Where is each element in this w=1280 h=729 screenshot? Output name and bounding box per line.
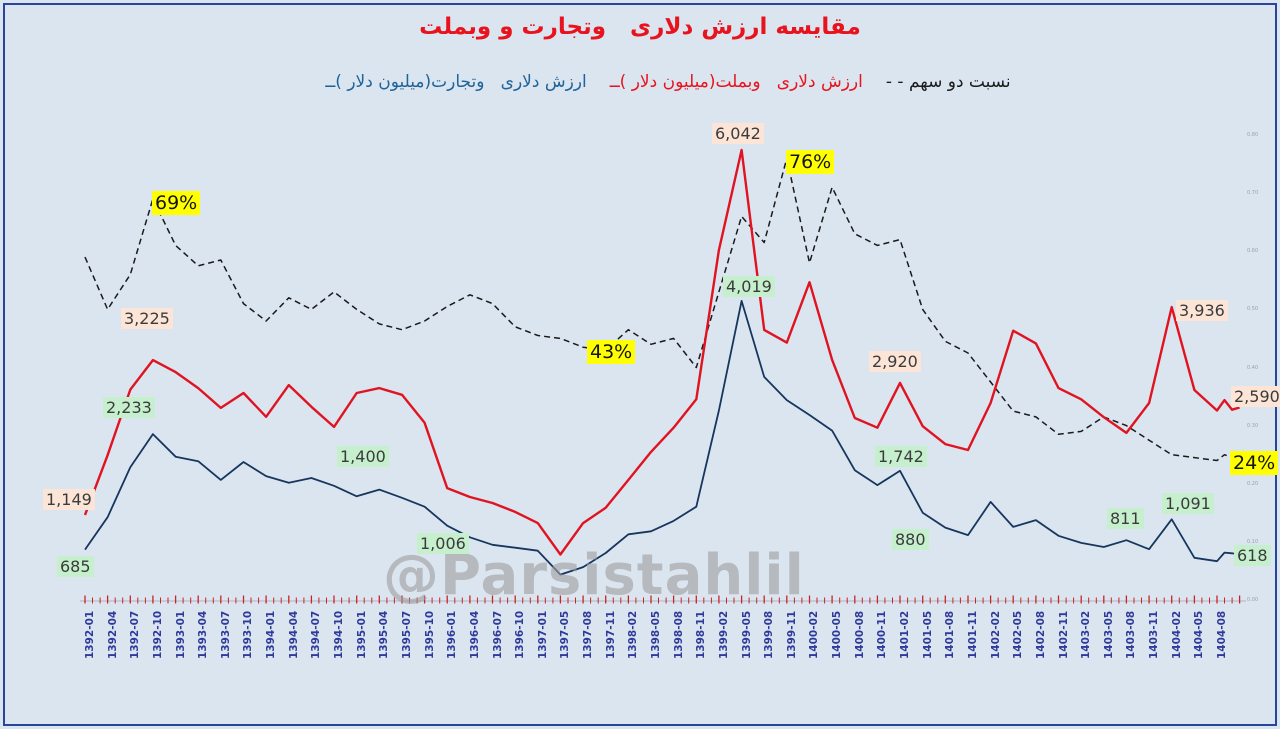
x-tick-label: 1402-08	[1034, 610, 1047, 659]
x-tick-label: 1394-04	[287, 610, 300, 659]
x-tick-label: 1400-11	[876, 610, 889, 659]
right-axis-tick-label: 0.30	[1247, 422, 1259, 429]
series-tejarat	[84, 299, 1240, 576]
right-axis-tick-label: 0.80	[1247, 132, 1259, 138]
data-label-2233: 2,233	[103, 397, 155, 418]
x-tick-label: 1392-10	[151, 610, 164, 659]
x-tick-label: 1394-07	[310, 610, 323, 659]
x-tick-label: 1401-11	[966, 610, 979, 659]
series-mellat	[83, 148, 1240, 556]
x-tick-label: 1397-11	[604, 610, 617, 659]
data-label-6042: 6,042	[712, 123, 764, 144]
x-tick-label: 1403-05	[1102, 610, 1115, 659]
data-label-1400: 1,400	[337, 446, 389, 467]
right-axis-tick-label: 0.60	[1247, 248, 1259, 255]
data-label-880: 880	[892, 529, 929, 550]
data-label-1149: 1,149	[43, 489, 95, 510]
data-label-1742: 1,742	[875, 446, 927, 467]
x-tick-label: 1399-08	[763, 610, 776, 659]
x-tick-label: 1392-04	[106, 610, 119, 659]
x-tick-label: 1401-05	[921, 610, 934, 659]
right-axis-tick-label: 0.70	[1247, 190, 1259, 197]
right-axis-tick-label: 0.00	[1247, 597, 1259, 603]
x-tick-label: 1395-07	[400, 610, 413, 659]
data-label-2590: 2,590	[1231, 386, 1280, 407]
x-tick-label: 1402-05	[1012, 610, 1025, 659]
x-tick-label: 1399-11	[785, 610, 798, 659]
data-label-43: 43%	[587, 340, 636, 364]
x-tick-label: 1395-10	[423, 610, 436, 659]
x-tick-label: 1397-01	[536, 610, 549, 659]
x-tick-label: 1392-01	[84, 610, 96, 659]
legend-item-ratio: نسبت دو سهم - -	[885, 72, 1011, 92]
x-tick-label: 1399-05	[740, 610, 753, 659]
legend-item-mellat: ارزش دلاری وبملت(میلیون دلار )ــ	[609, 72, 863, 92]
x-tick-label: 1393-07	[219, 610, 232, 659]
right-axis-tick-label: 0.50	[1247, 306, 1259, 313]
x-tick-label: 1401-02	[899, 610, 912, 659]
x-tick-label: 1393-10	[242, 610, 255, 659]
x-tick-label: 1403-08	[1125, 610, 1138, 659]
data-label-2920: 2,920	[869, 351, 921, 372]
x-tick-label: 1400-02	[808, 610, 821, 659]
right-axis-tick-label: 0.20	[1247, 480, 1259, 487]
x-tick-label: 1400-08	[853, 610, 866, 659]
x-tick-label: 1402-02	[989, 610, 1002, 659]
data-label-685: 685	[57, 556, 94, 577]
data-label-3936: 3,936	[1176, 300, 1228, 321]
x-tick-label: 1400-05	[831, 610, 844, 659]
data-label-76: 76%	[786, 150, 835, 174]
x-tick-label: 1395-04	[378, 610, 391, 659]
x-tick-label: 1398-11	[695, 610, 708, 659]
x-tick-label: 1394-01	[265, 610, 278, 659]
x-tick-label: 1404-08	[1216, 610, 1228, 659]
right-axis-tick-label: 0.40	[1247, 364, 1259, 371]
data-label-24: 24%	[1230, 451, 1279, 475]
data-label-1006: 1,006	[417, 533, 469, 554]
x-tick-label: 1393-04	[197, 610, 210, 659]
data-label-3225: 3,225	[121, 308, 173, 329]
x-tick-label: 1401-08	[944, 610, 957, 659]
x-tick-label: 1393-01	[174, 610, 187, 659]
x-tick-label: 1398-08	[672, 610, 685, 659]
legend: نسبت دو سهم - - ارزش دلاری وبملت(میلیون …	[28, 72, 1280, 92]
x-tick-label: 1403-11	[1148, 610, 1161, 659]
x-tick-label: 1398-05	[650, 610, 662, 659]
x-tick-label: 1396-01	[446, 610, 459, 659]
x-tick-label: 1404-02	[1170, 610, 1183, 659]
chart-title: مقایسه ارزش دلاری وتجارت و وبملت	[419, 14, 861, 40]
x-tick-label: 1396-04	[468, 610, 481, 659]
data-label-811: 811	[1107, 508, 1144, 529]
x-tick-label: 1399-02	[717, 610, 730, 659]
x-tick-label: 1392-07	[129, 610, 142, 659]
x-tick-label: 1404-05	[1193, 610, 1206, 659]
series-ratio	[84, 157, 1240, 462]
data-label-1091: 1,091	[1162, 493, 1214, 514]
x-tick-label: 1396-10	[514, 610, 527, 659]
x-tick-label: 1398-02	[627, 610, 640, 659]
legend-item-tejarat: ارزش دلاری وتجارت(میلیون دلار )ــ	[325, 72, 587, 92]
x-tick-label: 1395-01	[355, 610, 368, 659]
right-axis-tick-label: 0.10	[1247, 538, 1259, 545]
data-label-4019: 4,019	[723, 276, 775, 297]
x-tick-label: 1396-07	[491, 610, 504, 659]
x-tick-label: 1397-08	[582, 610, 595, 659]
data-label-618: 618	[1234, 545, 1271, 566]
x-tick-label: 1402-11	[1057, 610, 1070, 659]
x-tick-label: 1403-02	[1080, 610, 1093, 659]
x-tick-label: 1397-05	[559, 610, 572, 659]
x-tick-label: 1394-10	[333, 610, 346, 659]
data-label-69: 69%	[152, 191, 201, 215]
